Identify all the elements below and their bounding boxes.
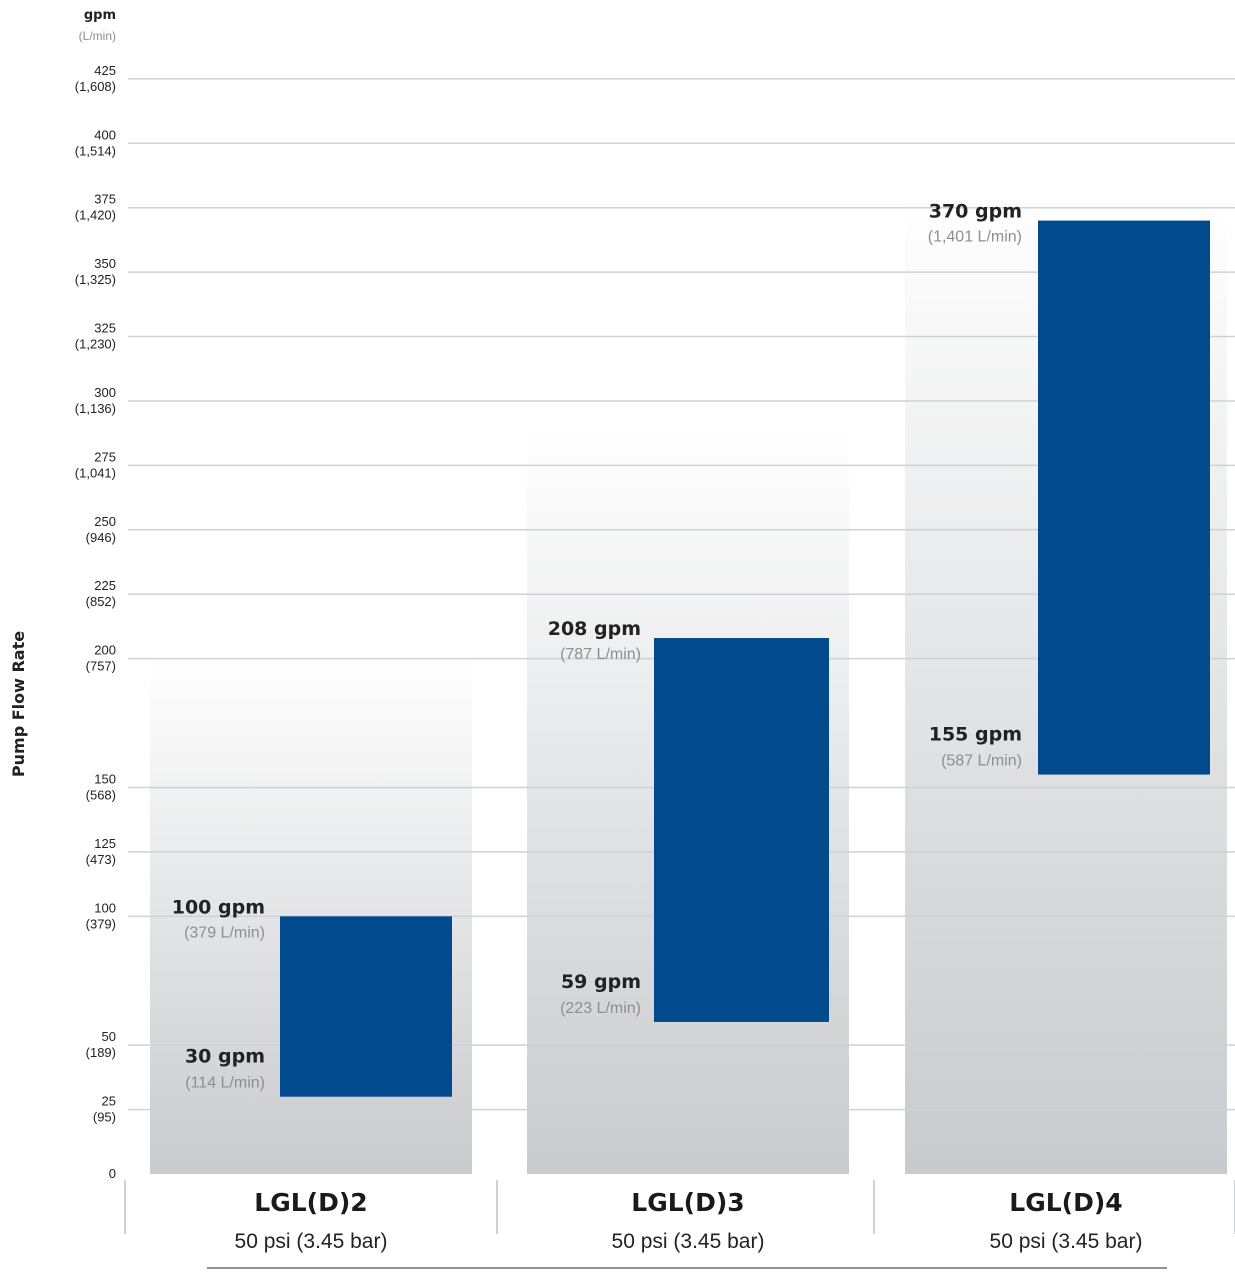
y-tick-label: 425 — [94, 63, 116, 78]
y-tick-label-secondary: (95) — [93, 1110, 116, 1125]
min-value-label: 30 gpm — [185, 1046, 265, 1068]
min-value-label: 155 gpm — [929, 724, 1022, 746]
category-label: LGL(D)3 — [631, 1188, 744, 1217]
y-tick-label-secondary: (1,136) — [75, 401, 116, 416]
max-value-label: 208 gpm — [548, 618, 641, 640]
y-tick-label-secondary: (379) — [86, 916, 116, 931]
range-bar — [280, 916, 452, 1097]
range-bar — [654, 638, 829, 1022]
category-pressure-label: 50 psi (3.45 bar) — [612, 1230, 765, 1253]
category-label: LGL(D)4 — [1009, 1188, 1122, 1217]
category-pressure-label: 50 psi (3.45 bar) — [990, 1230, 1143, 1253]
min-value-label-secondary: (587 L/min) — [941, 753, 1022, 770]
y-tick-label-secondary: (757) — [86, 659, 116, 674]
max-value-label-secondary: (787 L/min) — [560, 646, 641, 663]
range-bars — [280, 220, 1210, 1097]
y-tick-label: 325 — [94, 321, 116, 336]
value-labels: 100 gpm (379 L/min) 30 gpm (114 L/min) 208 g… — [172, 201, 1022, 1092]
y-tick-label: 225 — [94, 578, 116, 593]
y-tick-label-secondary: (1,325) — [75, 272, 116, 287]
max-value-label-secondary: (1,401 L/min) — [928, 229, 1022, 246]
y-tick-label: 275 — [94, 449, 116, 464]
range-bar — [1038, 220, 1210, 775]
y-tick-label: 250 — [94, 514, 116, 529]
max-value-label: 370 gpm — [929, 201, 1022, 223]
y-tick-label-secondary: (189) — [86, 1045, 116, 1060]
max-value-label: 100 gpm — [172, 896, 265, 918]
y-tick-label: 350 — [94, 256, 116, 271]
y-tick-label: 25 — [102, 1094, 116, 1109]
y-tick-label: 125 — [94, 836, 116, 851]
y-tick-label-secondary: (946) — [86, 530, 116, 545]
y-tick-label: 400 — [94, 127, 116, 142]
y-tick-label: 200 — [94, 643, 116, 658]
y-tick-label: 375 — [94, 192, 116, 207]
y-tick-label: 300 — [94, 385, 116, 400]
y-tick-label-secondary: (1,041) — [75, 465, 116, 480]
y-tick-label-secondary: (568) — [86, 787, 116, 802]
min-value-label: 59 gpm — [561, 971, 641, 993]
category-pressure-label: 50 psi (3.45 bar) — [235, 1230, 388, 1253]
y-unit-secondary-label: (L/min) — [79, 29, 116, 43]
max-value-label-secondary: (379 L/min) — [184, 924, 265, 941]
min-value-label-secondary: (223 L/min) — [560, 1000, 641, 1017]
y-tick-label-secondary: (1,514) — [75, 143, 116, 158]
y-tick-label-secondary: (852) — [86, 594, 116, 609]
y-tick-label: 100 — [94, 900, 116, 915]
y-tick-label: 150 — [94, 771, 116, 786]
y-axis-ticks: 0 25(95) 50(189) 100(379) 125(473) 150(568) 20… — [75, 63, 116, 1181]
category-label: LGL(D)2 — [254, 1188, 367, 1217]
y-tick-label-secondary: (473) — [86, 852, 116, 867]
y-tick-label-secondary: (1,608) — [75, 79, 116, 94]
y-axis-title: Pump Flow Rate — [9, 631, 28, 777]
y-tick-label-secondary: (1,420) — [75, 208, 116, 223]
y-tick-label: 50 — [102, 1029, 116, 1044]
y-tick-label-secondary: (1,230) — [75, 337, 116, 352]
y-tick-label: 0 — [109, 1166, 116, 1181]
y-unit-label: gpm — [84, 8, 116, 23]
min-value-label-secondary: (114 L/min) — [185, 1075, 265, 1092]
x-axis: LGL(D)2 50 psi (3.45 bar) LGL(D)3 50 psi (3… — [124, 1180, 1235, 1269]
